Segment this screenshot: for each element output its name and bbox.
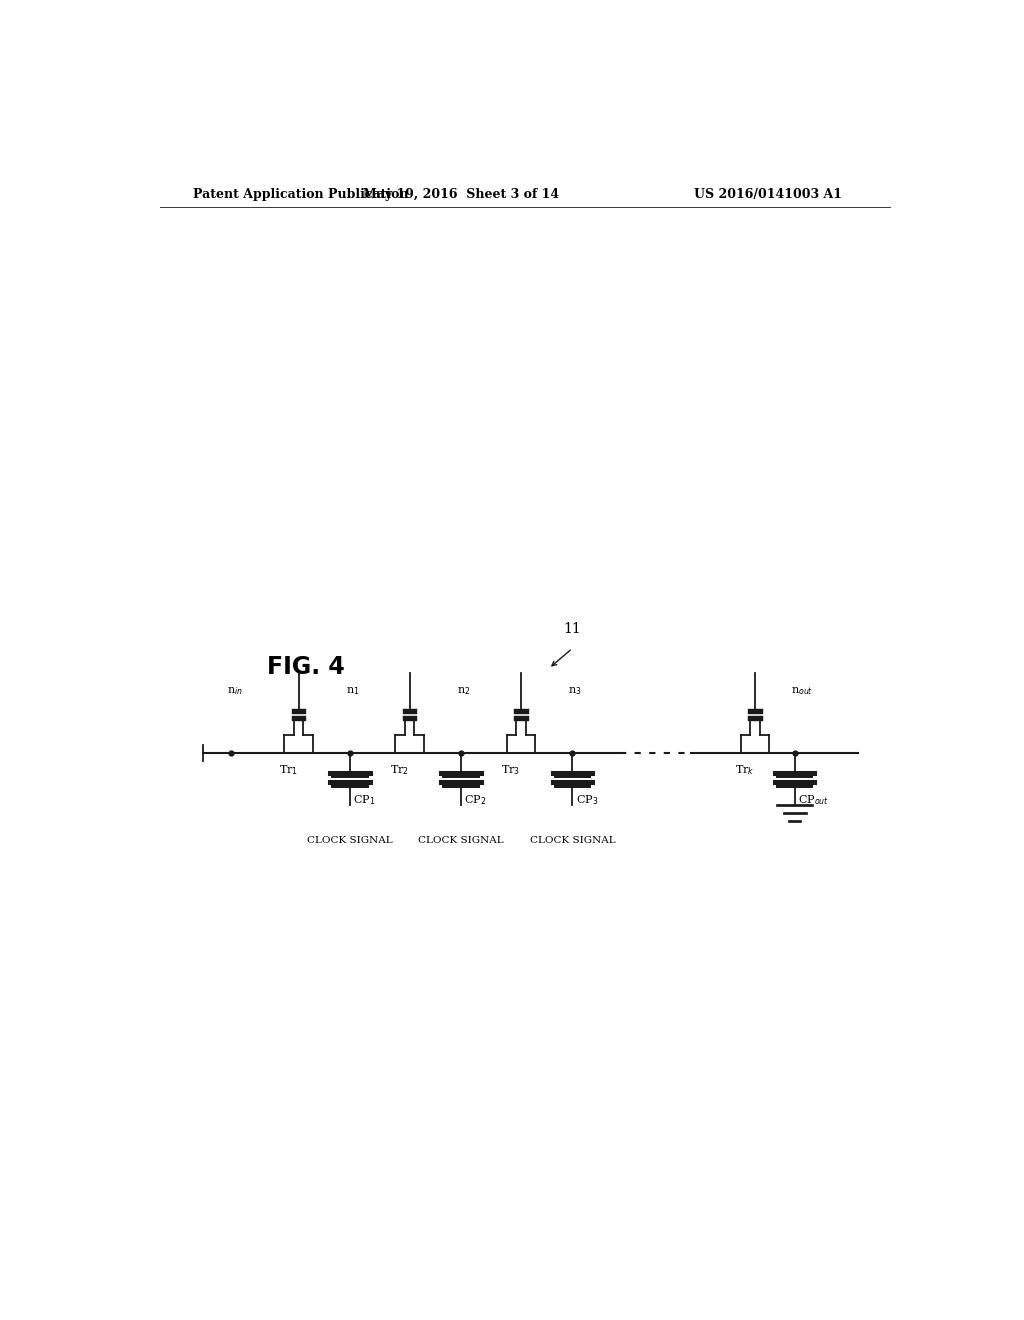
Text: May 19, 2016  Sheet 3 of 14: May 19, 2016 Sheet 3 of 14 [364, 189, 559, 202]
Text: n$_2$: n$_2$ [458, 685, 471, 697]
Text: US 2016/0141003 A1: US 2016/0141003 A1 [694, 189, 842, 202]
Text: Tr$_1$: Tr$_1$ [279, 763, 298, 777]
Text: CP$_3$: CP$_3$ [575, 793, 598, 807]
Text: Tr$_2$: Tr$_2$ [390, 763, 409, 777]
Text: CP$_{out}$: CP$_{out}$ [798, 793, 828, 807]
Text: FIG. 4: FIG. 4 [267, 655, 345, 678]
Text: CP$_2$: CP$_2$ [465, 793, 486, 807]
Text: Patent Application Publication: Patent Application Publication [194, 189, 409, 202]
Text: CLOCK SIGNAL: CLOCK SIGNAL [307, 837, 393, 845]
Text: n$_{out}$: n$_{out}$ [791, 685, 813, 697]
Text: CLOCK SIGNAL: CLOCK SIGNAL [419, 837, 504, 845]
Text: Tr$_k$: Tr$_k$ [735, 763, 755, 777]
Text: n$_1$: n$_1$ [346, 685, 359, 697]
Text: n$_3$: n$_3$ [568, 685, 582, 697]
Text: CP$_1$: CP$_1$ [353, 793, 376, 807]
Text: 11: 11 [563, 622, 581, 636]
Text: n$_{in}$: n$_{in}$ [227, 685, 243, 697]
Text: Tr$_3$: Tr$_3$ [501, 763, 520, 777]
Text: CLOCK SIGNAL: CLOCK SIGNAL [529, 837, 615, 845]
